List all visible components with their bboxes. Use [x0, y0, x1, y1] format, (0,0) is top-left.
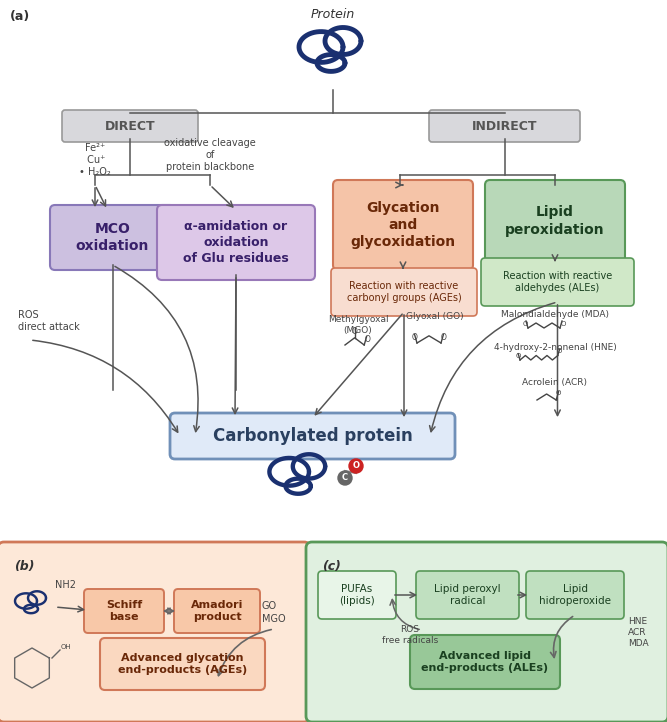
- Text: O: O: [352, 461, 360, 471]
- Text: O: O: [365, 336, 371, 344]
- Text: Amadori
product: Amadori product: [191, 600, 243, 622]
- Text: Lipid peroxyl
radical: Lipid peroxyl radical: [434, 584, 501, 606]
- Text: Fe²⁺
 Cu⁺
• H₂O₂: Fe²⁺ Cu⁺ • H₂O₂: [79, 143, 111, 178]
- Text: ROS
free radicals: ROS free radicals: [382, 625, 438, 645]
- Text: Methylgyoxal
(MGO): Methylgyoxal (MGO): [327, 315, 388, 335]
- FancyBboxPatch shape: [429, 110, 580, 142]
- FancyBboxPatch shape: [100, 638, 265, 690]
- Text: Protein: Protein: [311, 8, 355, 21]
- Text: INDIRECT: INDIRECT: [472, 120, 537, 133]
- Text: Advanced glycation
end-products (AGEs): Advanced glycation end-products (AGEs): [118, 653, 247, 675]
- Text: 4-hydroxy-2-nonenal (HNE): 4-hydroxy-2-nonenal (HNE): [494, 343, 616, 352]
- Circle shape: [338, 471, 352, 485]
- Text: PUFAs
(lipids): PUFAs (lipids): [339, 584, 375, 606]
- FancyBboxPatch shape: [331, 268, 477, 316]
- Text: O: O: [352, 327, 358, 336]
- Text: oxidative cleavage
of
protein blackbone: oxidative cleavage of protein blackbone: [164, 138, 256, 173]
- Text: ROS
direct attack: ROS direct attack: [18, 310, 80, 332]
- Text: α-amidation or
oxidation
of Glu residues: α-amidation or oxidation of Glu residues: [183, 220, 289, 265]
- FancyBboxPatch shape: [62, 110, 198, 142]
- FancyBboxPatch shape: [157, 205, 315, 280]
- Text: Reaction with reactive
aldehydes (ALEs): Reaction with reactive aldehydes (ALEs): [503, 271, 612, 293]
- FancyBboxPatch shape: [84, 589, 164, 633]
- FancyBboxPatch shape: [0, 542, 310, 722]
- FancyBboxPatch shape: [526, 571, 624, 619]
- Text: GO: GO: [262, 601, 277, 611]
- Text: O: O: [516, 353, 521, 359]
- FancyBboxPatch shape: [481, 258, 634, 306]
- FancyBboxPatch shape: [306, 542, 667, 722]
- Text: C: C: [342, 474, 348, 482]
- FancyBboxPatch shape: [174, 589, 260, 633]
- Text: HNE
ACR
MDA: HNE ACR MDA: [628, 617, 648, 648]
- Text: OH: OH: [61, 644, 71, 650]
- Text: Lipid
peroxidation: Lipid peroxidation: [505, 205, 605, 237]
- Text: O: O: [522, 321, 528, 327]
- Text: Acrolein (ACR): Acrolein (ACR): [522, 378, 588, 387]
- FancyBboxPatch shape: [318, 571, 396, 619]
- Text: Reaction with reactive
carbonyl groups (AGEs): Reaction with reactive carbonyl groups (…: [347, 281, 462, 303]
- FancyBboxPatch shape: [410, 635, 560, 689]
- FancyBboxPatch shape: [416, 571, 519, 619]
- Circle shape: [349, 459, 363, 473]
- Text: (b): (b): [14, 560, 35, 573]
- Text: MGO: MGO: [262, 614, 285, 624]
- Text: MCO
oxidation: MCO oxidation: [76, 222, 149, 253]
- FancyBboxPatch shape: [50, 205, 175, 270]
- Text: Carbonylated protein: Carbonylated protein: [213, 427, 412, 445]
- Text: Glycation
and
glycoxidation: Glycation and glycoxidation: [350, 201, 456, 249]
- Text: O: O: [556, 391, 562, 396]
- Text: Malondialdehyde (MDA): Malondialdehyde (MDA): [501, 310, 609, 319]
- FancyBboxPatch shape: [333, 180, 473, 270]
- Text: DIRECT: DIRECT: [105, 120, 155, 133]
- Text: O: O: [560, 321, 566, 327]
- Text: O: O: [412, 334, 418, 342]
- FancyBboxPatch shape: [170, 413, 455, 459]
- Text: O: O: [557, 348, 562, 355]
- Text: Schiff
base: Schiff base: [106, 600, 142, 622]
- Text: Advanced lipid
end-products (ALEs): Advanced lipid end-products (ALEs): [422, 651, 548, 673]
- FancyBboxPatch shape: [485, 180, 625, 262]
- Text: (c): (c): [322, 560, 341, 573]
- Text: (a): (a): [10, 10, 30, 23]
- Text: O: O: [440, 334, 446, 342]
- Text: Glyoxal (GO): Glyoxal (GO): [406, 312, 464, 321]
- Text: NH2: NH2: [55, 580, 76, 590]
- Text: Lipid
hidroperoxide: Lipid hidroperoxide: [539, 584, 611, 606]
